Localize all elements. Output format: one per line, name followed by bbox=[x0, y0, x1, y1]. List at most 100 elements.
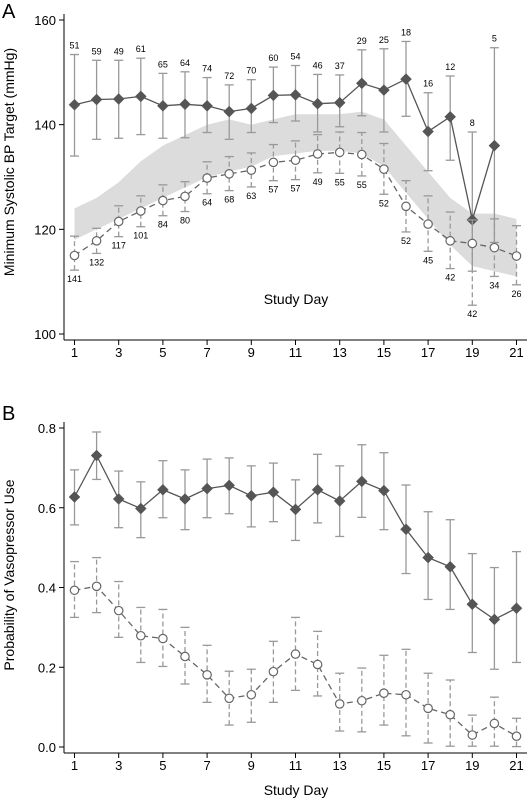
panel-b-y-tick-label: 0.2 bbox=[38, 660, 56, 675]
panel-b-x-tick-label: 11 bbox=[289, 758, 303, 773]
panel-a-x-tick-label: 13 bbox=[332, 345, 346, 360]
panel-b-diamond-point bbox=[466, 598, 479, 611]
panel-b-circle-point bbox=[489, 718, 500, 729]
panel-b-circle-point bbox=[423, 703, 433, 714]
panel-a-circle-n-label: 64 bbox=[202, 198, 212, 208]
panel-b-circle-point bbox=[356, 695, 367, 706]
panel-b-diamond-point bbox=[201, 482, 213, 495]
panel-a-circle-n-label: 57 bbox=[268, 185, 278, 195]
panel-b-letter: B bbox=[2, 403, 15, 425]
panel-a-diamond-point bbox=[378, 84, 390, 96]
panel-a-circle-point bbox=[423, 219, 433, 229]
panel-a-circle-point bbox=[69, 250, 80, 261]
panel-b-x-axis-title: Study Day bbox=[264, 782, 329, 798]
panel-b-circle-point bbox=[467, 730, 478, 740]
panel-a-circle-n-label: 52 bbox=[401, 236, 411, 246]
panel-b-circle-point bbox=[246, 689, 257, 700]
panel-a-circle-point bbox=[224, 169, 234, 179]
panel-a-letter: A bbox=[2, 1, 16, 23]
panel-a-x-tick-label: 17 bbox=[421, 345, 435, 360]
panel-a-circle-n-label: 84 bbox=[158, 220, 168, 230]
panel-a-circle-point bbox=[334, 147, 345, 158]
panel-a-circle-point bbox=[113, 216, 124, 227]
panel-b-x-tick-label: 1 bbox=[71, 758, 78, 773]
panel-b-circle-point bbox=[290, 649, 301, 659]
panel-b-circle-point bbox=[401, 689, 411, 700]
panel-b-diamond-point bbox=[267, 486, 280, 499]
panel-a-x-tick-label: 21 bbox=[509, 345, 523, 360]
panel-a-x-tick-label: 5 bbox=[159, 345, 166, 360]
panel-a-circle-n-label: 141 bbox=[67, 274, 82, 284]
panel-a-diamond-point bbox=[422, 125, 434, 138]
panel-b-diamond-point bbox=[223, 479, 236, 492]
panel-b-diamond-point bbox=[510, 602, 523, 615]
panel-b-diamond-point bbox=[157, 483, 169, 496]
panel-a-plot-marks: 51 59 49 61 65 64 74 72 70 60 54 46 37 29 25 18 16 12 8 5 14… bbox=[67, 27, 522, 319]
panel-a-x-tick-label: 19 bbox=[465, 345, 479, 360]
panel-b-diamond-point bbox=[68, 491, 81, 503]
panel-b-y-tick-label: 0.4 bbox=[38, 581, 56, 596]
panel-a-x-tick-label: 1 bbox=[71, 345, 78, 360]
panel-a-circle-n-label: 42 bbox=[445, 273, 455, 283]
panel-b-diamond-point bbox=[333, 495, 346, 507]
panel-b-circle-point bbox=[224, 693, 234, 704]
panel-b-x-tick-label: 13 bbox=[332, 758, 346, 773]
panel-a-diamond-point bbox=[90, 93, 103, 106]
panel-b-y-tick-label: 0.6 bbox=[38, 501, 56, 516]
panel-a-diamond-n-label: 64 bbox=[180, 58, 190, 68]
panel-a-x-tick-label: 11 bbox=[289, 345, 303, 360]
panel-a-circle-point bbox=[356, 149, 367, 160]
panel-a-diamond-point bbox=[400, 73, 412, 85]
panel-a-circle-point bbox=[467, 238, 478, 249]
panel-a-diamond-point bbox=[157, 99, 169, 112]
panel-a-circle-series-line bbox=[74, 151, 517, 257]
panel-a-diamond-n-label: 72 bbox=[224, 71, 234, 81]
panel-a-circle-n-label: 34 bbox=[489, 280, 499, 290]
panel-a-diamond-point bbox=[333, 96, 346, 109]
panel-b-x-tick-label: 17 bbox=[421, 758, 435, 773]
panel-b-circle-point bbox=[334, 699, 345, 709]
panel-b-diamond-point bbox=[355, 475, 368, 488]
panel-a-diamond-point bbox=[68, 98, 81, 111]
panel-b-circle-point bbox=[158, 633, 168, 644]
panel-b-diamond-point bbox=[179, 493, 191, 505]
panel-a-diamond-point bbox=[245, 102, 258, 115]
panel-a-diamond-point bbox=[223, 105, 236, 118]
panel-a: A Minimum Systolic BP Target (mmHg) Stud… bbox=[1, 1, 527, 360]
panel-b-circle-point bbox=[312, 659, 323, 670]
panel-a-circle-n-label: 45 bbox=[423, 255, 433, 265]
panel-a-circle-n-label: 42 bbox=[467, 309, 477, 319]
panel-b-circle-point bbox=[91, 581, 102, 592]
panel-b-diamond-point bbox=[311, 483, 324, 496]
panel-a-circle-point bbox=[158, 195, 168, 206]
panel-a-diamond-point bbox=[444, 110, 457, 123]
panel-a-y-tick-label: 120 bbox=[34, 222, 56, 237]
panel-a-diamond-n-label: 8 bbox=[470, 118, 475, 128]
panel-a-diamond-point bbox=[267, 89, 280, 102]
panel-b-y-tick-label: 0.0 bbox=[38, 740, 56, 755]
panel-a-circle-n-label: 55 bbox=[335, 177, 345, 187]
panel-a-diamond-n-label: 54 bbox=[290, 52, 300, 62]
panel-a-diamond-point bbox=[112, 93, 125, 105]
panel-b-circle-point bbox=[379, 688, 389, 698]
panel-a-diamond-n-label: 59 bbox=[92, 46, 102, 56]
panel-a-circle-n-label: 80 bbox=[180, 216, 190, 226]
panel-b-x-tick-label: 9 bbox=[248, 758, 255, 773]
panel-a-diamond-n-label: 51 bbox=[69, 41, 79, 51]
panel-a-x-axis-title: Study Day bbox=[264, 291, 329, 307]
panel-a-y-tick-label: 140 bbox=[34, 118, 56, 133]
panel-b-circle-point bbox=[69, 585, 80, 596]
panel-a-circle-point bbox=[489, 242, 500, 253]
panel-a-shaded-band bbox=[74, 111, 517, 277]
panel-a-diamond-point bbox=[488, 139, 501, 152]
panel-a-diamond-n-label: 60 bbox=[268, 53, 278, 63]
panel-a-circle-point bbox=[445, 236, 455, 246]
panel-a-circle-point bbox=[136, 206, 146, 216]
panel-a-x-tick-label: 7 bbox=[203, 345, 210, 360]
panel-a-diamond-n-label: 70 bbox=[246, 66, 256, 76]
panel-b-diamond-point bbox=[289, 503, 302, 516]
panel-b-circle-point bbox=[511, 731, 522, 742]
panel-b-x-tick-label: 19 bbox=[465, 758, 479, 773]
panel-a-diamond-n-label: 49 bbox=[114, 46, 124, 56]
panel-a-diamond-point bbox=[289, 88, 302, 101]
